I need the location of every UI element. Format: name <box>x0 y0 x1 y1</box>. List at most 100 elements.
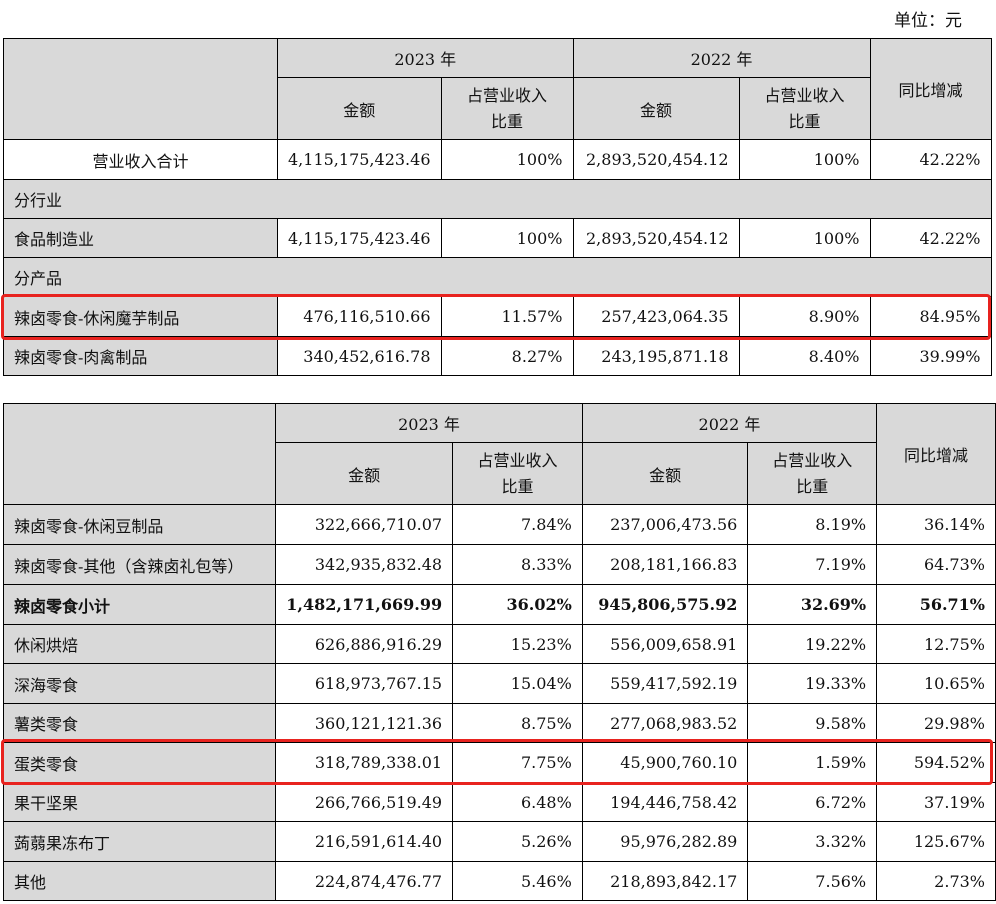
share-2023: 15.23% <box>452 624 583 664</box>
amount-2023: 618,973,767.15 <box>275 663 454 704</box>
yoy-change: 39.99% <box>869 336 992 376</box>
header-row-metrics: 金额 占营业收入 比重 金额 占营业收入 比重 <box>4 442 996 505</box>
share-2022: 3.32% <box>747 821 878 862</box>
table-row: 辣卤零食-休闲魔芋制品 476,116,510.66 11.57% 257,42… <box>3 296 992 337</box>
table-row: 蒟蒻果冻布丁 216,591,614.40 5.26% 95,976,282.8… <box>2 821 996 862</box>
share-2023: 8.75% <box>452 703 583 743</box>
revenue-table-top: 2023 年 2022 年 同比增减 金额 占营业收入 比重 金额 占营业收入 比重… <box>3 38 992 376</box>
amount-2022: 257,423,064.35 <box>572 296 740 337</box>
unit-label: 单位：元 <box>894 11 962 31</box>
table-row: 果干坚果 266,766,519.49 6.48% 194,446,758.42… <box>2 782 996 822</box>
amount-2022: 243,195,871.18 <box>572 336 740 376</box>
yoy-change: 37.19% <box>876 782 996 822</box>
share-2023: 5.46% <box>452 861 583 901</box>
share-2022: 19.22% <box>747 624 878 664</box>
row-name: 其他 <box>2 861 277 901</box>
table-row: 薯类零食 360,121,121.36 8.75% 277,068,983.52… <box>2 703 996 743</box>
header-year-2023: 2023 年 <box>275 403 583 443</box>
header-year-2022: 2022 年 <box>581 403 878 443</box>
share-2022: 100% <box>738 218 871 258</box>
amount-2023: 340,452,616.78 <box>277 336 442 376</box>
yoy-change: 64.73% <box>876 544 996 585</box>
row-name: 辣卤零食-其他（含辣卤礼包等） <box>2 544 277 585</box>
yoy-change: 42.22% <box>869 139 992 180</box>
share-2022: 19.33% <box>747 663 878 704</box>
header-blank <box>3 38 278 140</box>
header-share-2022: 占营业收入 比重 <box>747 442 878 505</box>
share-2023: 7.84% <box>452 504 583 545</box>
header-row-metrics: 金额 占营业收入 比重 金额 占营业收入 比重 <box>4 77 992 140</box>
share-2022: 6.72% <box>747 782 878 822</box>
share-2023: 8.27% <box>440 336 574 376</box>
amount-2023: 476,116,510.66 <box>277 296 442 337</box>
yoy-change: 10.65% <box>876 663 996 704</box>
share-2023: 100% <box>440 218 574 258</box>
header-amount-2023: 金额 <box>275 442 454 505</box>
amount-2022: 194,446,758.42 <box>581 782 749 822</box>
amount-2022: 208,181,166.83 <box>581 544 749 585</box>
table-row: 辣卤零食-肉禽制品 340,452,616.78 8.27% 243,195,8… <box>3 336 992 376</box>
row-name: 辣卤零食小计 <box>2 584 277 625</box>
amount-2022: 237,006,473.56 <box>581 504 749 545</box>
amount-2023: 1,482,171,669.99 <box>275 584 454 625</box>
table-row: 辣卤零食-其他（含辣卤礼包等） 342,935,832.48 8.33% 208… <box>2 544 996 585</box>
share-2023: 6.48% <box>452 782 583 822</box>
header-row-years: 2023 年 2022 年 同比增减 <box>2 403 996 505</box>
row-name: 休闲烘焙 <box>2 624 277 664</box>
header-row-years: 2023 年 2022 年 同比增减 <box>3 38 992 140</box>
row-name: 薯类零食 <box>2 703 277 743</box>
yoy-change: 12.75% <box>876 624 996 664</box>
amount-2022: 556,009,658.91 <box>581 624 749 664</box>
header-amount-2022: 金额 <box>581 442 749 505</box>
header-share-2022: 占营业收入 比重 <box>738 77 871 140</box>
amount-2023: 224,874,476.77 <box>275 861 454 901</box>
amount-2023: 4,115,175,423.46 <box>277 218 442 258</box>
amount-2023: 318,789,338.01 <box>275 742 454 783</box>
header-blank <box>2 403 277 505</box>
header-yoy: 同比增减 <box>876 403 996 505</box>
amount-2022: 45,900,760.10 <box>581 742 749 783</box>
amount-2023: 342,935,832.48 <box>275 544 454 585</box>
share-2023: 11.57% <box>440 296 574 337</box>
yoy-change: 594.52% <box>876 742 996 783</box>
table-row: 深海零食 618,973,767.15 15.04% 559,417,592.1… <box>2 663 996 704</box>
amount-2022: 945,806,575.92 <box>581 584 749 625</box>
table-row: 蛋类零食 318,789,338.01 7.75% 45,900,760.10 … <box>2 742 996 783</box>
row-name: 辣卤零食-肉禽制品 <box>3 336 278 376</box>
share-2023: 100% <box>440 139 574 180</box>
share-2022: 8.90% <box>738 296 871 337</box>
share-2022: 7.56% <box>747 861 878 901</box>
row-name: 辣卤零食-休闲豆制品 <box>2 504 277 545</box>
amount-2023: 322,666,710.07 <box>275 504 454 545</box>
row-name: 营业收入合计 <box>3 139 278 180</box>
amount-2022: 2,893,520,454.12 <box>572 139 740 180</box>
share-2022: 32.69% <box>747 584 878 625</box>
table-row: 辣卤零食-休闲豆制品 322,666,710.07 7.84% 237,006,… <box>2 504 996 545</box>
yoy-change: 84.95% <box>869 296 992 337</box>
amount-2022: 2,893,520,454.12 <box>572 218 740 258</box>
amount-2023: 216,591,614.40 <box>275 821 454 862</box>
share-2022: 1.59% <box>747 742 878 783</box>
section-row-industry: 分行业 <box>3 179 992 219</box>
yoy-change: 42.22% <box>869 218 992 258</box>
row-name: 蛋类零食 <box>2 742 277 783</box>
share-2022: 8.19% <box>747 504 878 545</box>
row-name: 蒟蒻果冻布丁 <box>2 821 277 862</box>
share-2023: 36.02% <box>452 584 583 625</box>
amount-2022: 559,417,592.19 <box>581 663 749 704</box>
yoy-change: 29.98% <box>876 703 996 743</box>
share-2023: 7.75% <box>452 742 583 783</box>
share-2023: 5.26% <box>452 821 583 862</box>
amount-2022: 277,068,983.52 <box>581 703 749 743</box>
yoy-change: 56.71% <box>876 584 996 625</box>
yoy-change: 36.14% <box>876 504 996 545</box>
section-row-product: 分产品 <box>3 257 992 297</box>
amount-2022: 95,976,282.89 <box>581 821 749 862</box>
share-2022: 7.19% <box>747 544 878 585</box>
table-row-subtotal: 辣卤零食小计 1,482,171,669.99 36.02% 945,806,5… <box>2 584 996 625</box>
share-2022: 8.40% <box>738 336 871 376</box>
table-row-industry: 食品制造业 4,115,175,423.46 100% 2,893,520,45… <box>3 218 992 258</box>
amount-2023: 4,115,175,423.46 <box>277 139 442 180</box>
header-share-2023: 占营业收入 比重 <box>452 442 583 505</box>
share-2022: 100% <box>738 139 871 180</box>
